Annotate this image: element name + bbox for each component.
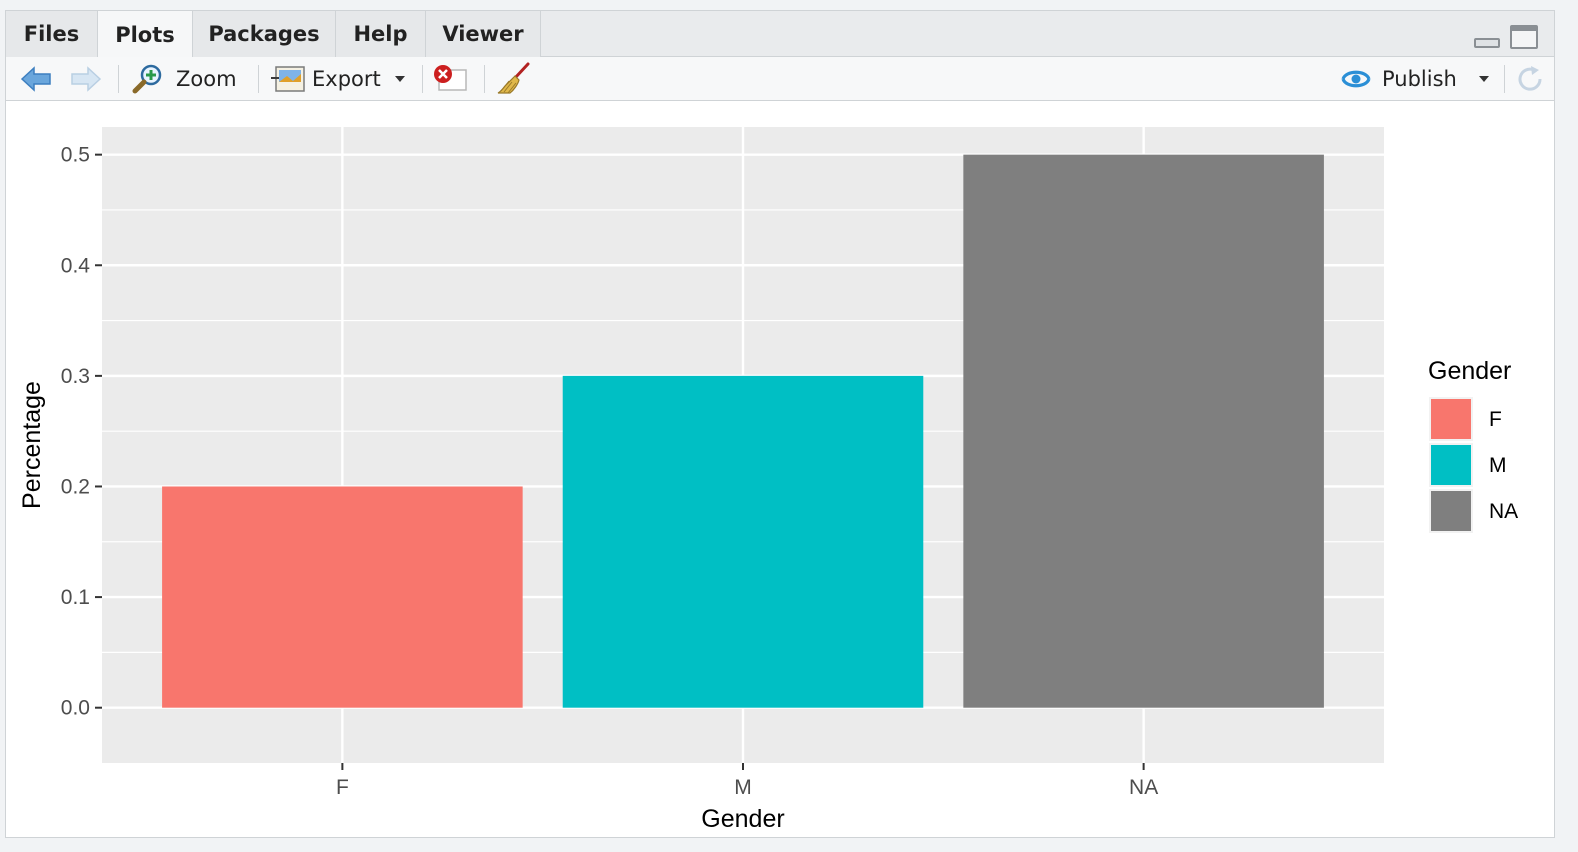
- legend-swatch-m: [1431, 445, 1471, 485]
- toolbar-separator: [422, 65, 423, 93]
- refresh-button[interactable]: [1514, 57, 1546, 101]
- legend-label: M: [1489, 454, 1507, 477]
- plots-pane: Files Plots Packages Help Viewer Zoom: [5, 10, 1555, 838]
- plot-viewer: 0.0 0.1 0.2 0.3 0.4 0.5 F M NA Percentage Gende…: [6, 101, 1554, 837]
- toolbar-separator: [484, 65, 485, 93]
- clear-plots-button[interactable]: [496, 57, 530, 101]
- forward-button[interactable]: [70, 57, 102, 101]
- publish-dropdown-caret-icon: [1478, 76, 1489, 82]
- export-button[interactable]: Export: [270, 57, 405, 101]
- pane-tab-bar: Files Plots Packages Help Viewer: [6, 11, 1554, 58]
- minimize-pane-icon[interactable]: [1474, 38, 1500, 48]
- y-tick-label: 0.4: [61, 254, 91, 277]
- publish-label: Publish: [1382, 67, 1457, 91]
- bar-m: [562, 375, 924, 708]
- bars: [162, 154, 1324, 708]
- bar-na: [963, 154, 1324, 708]
- y-tick-label: 0.2: [61, 475, 90, 498]
- legend: Gender FM NA: [1428, 357, 1518, 533]
- legend-swatch-f: [1431, 399, 1471, 439]
- x-tick-label: M: [734, 776, 752, 799]
- y-axis-title: Percentage: [18, 381, 46, 509]
- publish-button[interactable]: Publish: [1340, 57, 1489, 101]
- y-tick-label: 0.1: [61, 586, 90, 609]
- tab-viewer-label: Viewer: [442, 22, 524, 46]
- legend-swatch-na: [1431, 491, 1471, 531]
- toolbar-separator: [258, 65, 259, 93]
- toolbar-separator: [1504, 65, 1505, 93]
- zoom-label: Zoom: [176, 67, 237, 91]
- tab-plots-label: Plots: [115, 22, 175, 47]
- toolbar-separator: [118, 65, 119, 93]
- y-tick-label: 0.3: [61, 365, 90, 388]
- legend-label: F: [1489, 408, 1502, 431]
- remove-plot-icon: [434, 65, 467, 91]
- tab-help[interactable]: Help: [336, 11, 426, 57]
- x-tick-label: NA: [1129, 776, 1158, 799]
- arrow-left-icon: [20, 66, 51, 92]
- x-axis-title: Gender: [701, 805, 784, 833]
- plot-toolbar: Zoom Export: [6, 57, 1554, 101]
- remove-plot-button[interactable]: [432, 57, 468, 101]
- bar-chart: 0.00.10.20.30.40.5 F M NA Percentage Gende…: [18, 127, 1518, 833]
- x-tick-label: F: [336, 776, 349, 799]
- tab-packages[interactable]: Packages: [193, 11, 336, 57]
- y-tick-label: 0.0: [61, 697, 90, 720]
- x-axis: F M NA: [336, 763, 1158, 799]
- legend-label: NA: [1489, 500, 1518, 523]
- export-label: Export: [312, 67, 381, 91]
- zoom-button[interactable]: Zoom: [132, 57, 237, 101]
- magnifier-icon: [132, 64, 162, 94]
- maximize-pane-icon[interactable]: [1510, 25, 1538, 49]
- arrow-right-icon: [71, 66, 102, 92]
- export-dropdown-caret-icon: [394, 76, 405, 82]
- tab-plots[interactable]: Plots: [97, 11, 193, 58]
- tab-help-label: Help: [353, 22, 408, 46]
- back-button[interactable]: [20, 57, 52, 101]
- broom-icon: [497, 62, 530, 94]
- tab-packages-label: Packages: [208, 22, 320, 46]
- bar-f: [162, 486, 523, 708]
- y-axis: 0.0 0.1 0.2 0.3 0.4 0.5: [61, 144, 102, 720]
- refresh-icon: [1518, 66, 1542, 91]
- tab-viewer[interactable]: Viewer: [426, 11, 541, 57]
- publish-icon: [1341, 70, 1371, 88]
- export-image-icon: [271, 66, 305, 92]
- tab-files[interactable]: Files: [6, 11, 98, 57]
- legend-title: Gender: [1428, 357, 1511, 385]
- y-tick-label: 0.5: [61, 144, 90, 167]
- tab-files-label: Files: [23, 22, 80, 46]
